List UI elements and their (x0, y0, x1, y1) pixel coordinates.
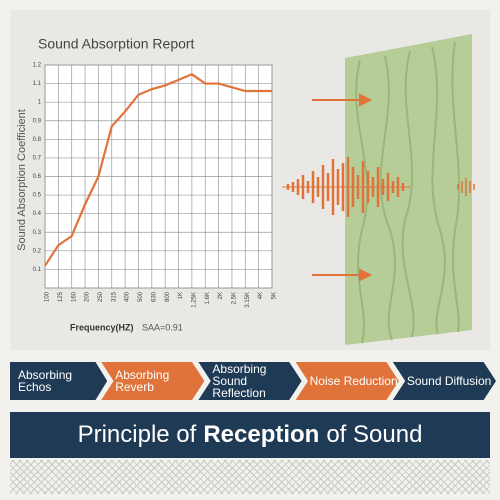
y-tick-label: 0.7 (33, 155, 42, 161)
y-axis-label: Sound Absorption Coefficient (16, 109, 28, 251)
step: Absorbing Echos (10, 362, 108, 400)
x-tick-label: 2K (218, 292, 224, 299)
step: Absorbing Sound Reflection (198, 362, 302, 400)
line (44, 73, 272, 267)
y-tick-label: 1.1 (33, 81, 42, 87)
x-tick-label: 1.25K (191, 292, 197, 308)
y-tick-label: 0.6 (33, 174, 42, 180)
x-tick-label: 500 (138, 291, 144, 302)
step: Absorbing Reverb (101, 362, 205, 400)
annotation: SAA=0.91 (142, 322, 183, 332)
chart: Sound Absorption Report Sound Absorption… (15, 34, 475, 345)
step: Noise Reduction (295, 362, 399, 400)
panel (345, 34, 472, 345)
x-axis-label: Frequency(HZ) (70, 322, 134, 332)
y-tick-label: 0.1 (33, 267, 42, 273)
y-tick-label: 1.2 (33, 63, 42, 69)
x-tick-label: 1K (178, 292, 184, 299)
step: Sound Diffusion (392, 362, 497, 400)
steps: Absorbing Echos Absorbing Reverb Absorbi… (10, 362, 497, 400)
banner-text: Principle of (77, 421, 197, 448)
x-tick-label: 1.6K (205, 292, 211, 304)
y-tick-label: 0.5 (33, 193, 42, 199)
y-tick-label: 0.3 (33, 230, 42, 236)
x-tick-label: 315 (111, 291, 117, 302)
x-tick-label: 5K (272, 292, 278, 299)
banner-text: of Sound (326, 421, 423, 448)
pattern (10, 460, 490, 494)
x-tick-label: 200 (85, 291, 91, 302)
y-tick-label: 0.9 (33, 118, 42, 124)
y-tick-label: 0.8 (33, 137, 42, 143)
y-tick-label: 1 (38, 100, 42, 106)
chart-title: Sound Absorption Report (38, 36, 195, 52)
x-tick-label: 100 (45, 291, 51, 302)
x-tick-label: 125 (58, 291, 64, 302)
x-tick-label: 800 (165, 291, 171, 302)
x-tick-label: 160 (71, 291, 77, 302)
banner: Principle of Reception of Sound (10, 412, 490, 458)
x-tick-label: 400 (125, 291, 131, 302)
y-tick-label: 0.4 (33, 211, 42, 217)
x-tick-label: 3.15K (245, 292, 251, 308)
x-tick-label: 250 (98, 291, 104, 302)
banner-bold: Reception (203, 421, 320, 448)
x-tick-label: 4K (258, 292, 264, 299)
y-tick-label: 0.2 (33, 248, 42, 254)
sound-wave (286, 157, 475, 217)
x-tick-label: 2.5K (232, 292, 238, 304)
x-tick-label: 630 (151, 291, 157, 302)
